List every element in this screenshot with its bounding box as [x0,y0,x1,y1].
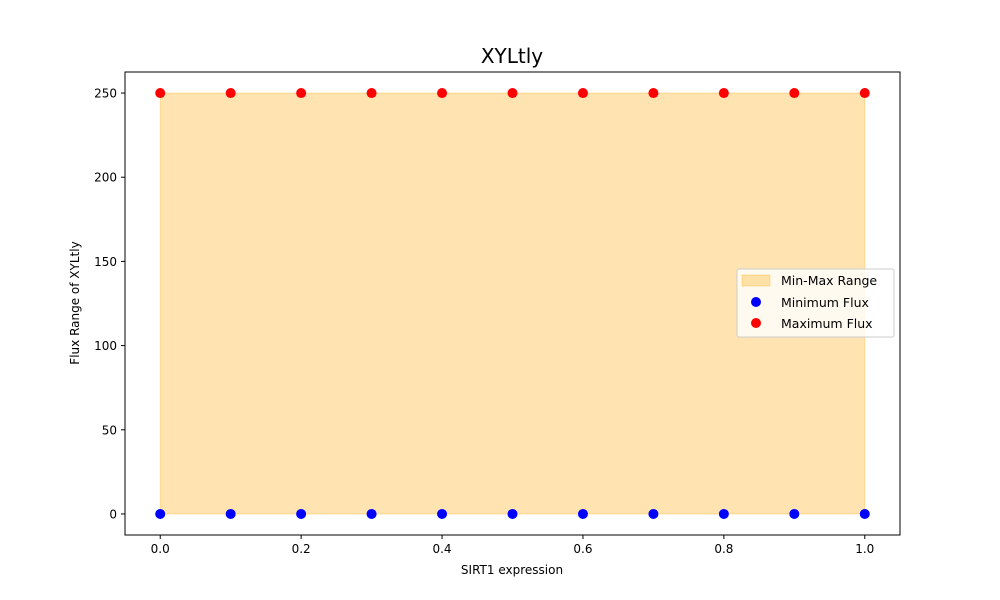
minimum-flux-point [718,508,729,519]
maximum-flux-point [225,88,236,99]
x-tick-label: 1.0 [855,542,874,556]
maximum-flux-point [437,88,448,99]
maximum-flux-point [718,88,729,99]
legend-marker-minimum-flux [751,297,761,307]
y-tick-label: 200 [94,171,117,185]
x-tick-label: 0.8 [714,542,733,556]
maximum-flux-point [155,88,166,99]
maximum-flux-point [366,88,377,99]
minimum-flux-point [507,508,518,519]
x-axis-ticks: 0.0 0.2 0.4 0.6 0.8 1.0 [151,535,874,556]
maximum-flux-point [859,88,870,99]
axes [124,71,901,536]
maximum-flux-point [648,88,659,99]
legend-label-maximum-flux: Maximum Flux [781,316,873,331]
y-tick-label: 150 [94,255,117,269]
x-tick-label: 0.6 [573,542,592,556]
data-points [155,88,870,519]
y-axis-ticks: 0 50 100 150 200 250 [94,87,125,521]
x-tick-label: 0.2 [292,542,311,556]
plot-frame [124,71,901,536]
minimum-flux-point [437,508,448,519]
minimum-flux-point [577,508,588,519]
minimum-flux-point [225,508,236,519]
chart-title: XYLtly [481,44,543,68]
minimum-flux-point [155,508,166,519]
minimum-flux-point [789,508,800,519]
minimum-flux-point [648,508,659,519]
y-tick-label: 100 [94,339,117,353]
y-tick-label: 50 [102,423,117,437]
legend-box [736,268,895,338]
minimum-flux-point [859,508,870,519]
x-tick-label: 0.0 [151,542,170,556]
x-tick-label: 0.4 [432,542,451,556]
x-axis-label: SIRT1 expression [461,563,563,577]
legend-marker-maximum-flux [751,318,761,328]
legend: Min-Max Range Minimum Flux Maximum Flux [736,268,895,338]
legend-label-minimum-flux: Minimum Flux [781,295,869,310]
legend-swatch-min-max-range [741,274,771,287]
maximum-flux-point [507,88,518,99]
minimum-flux-point [296,508,307,519]
maximum-flux-point [296,88,307,99]
y-axis-label: Flux Range of XYLtly [68,241,82,364]
maximum-flux-point [789,88,800,99]
maximum-flux-point [577,88,588,99]
y-tick-label: 250 [94,87,117,101]
legend-label-min-max-range: Min-Max Range [781,273,877,288]
y-tick-label: 0 [109,507,117,521]
minimum-flux-point [366,508,377,519]
